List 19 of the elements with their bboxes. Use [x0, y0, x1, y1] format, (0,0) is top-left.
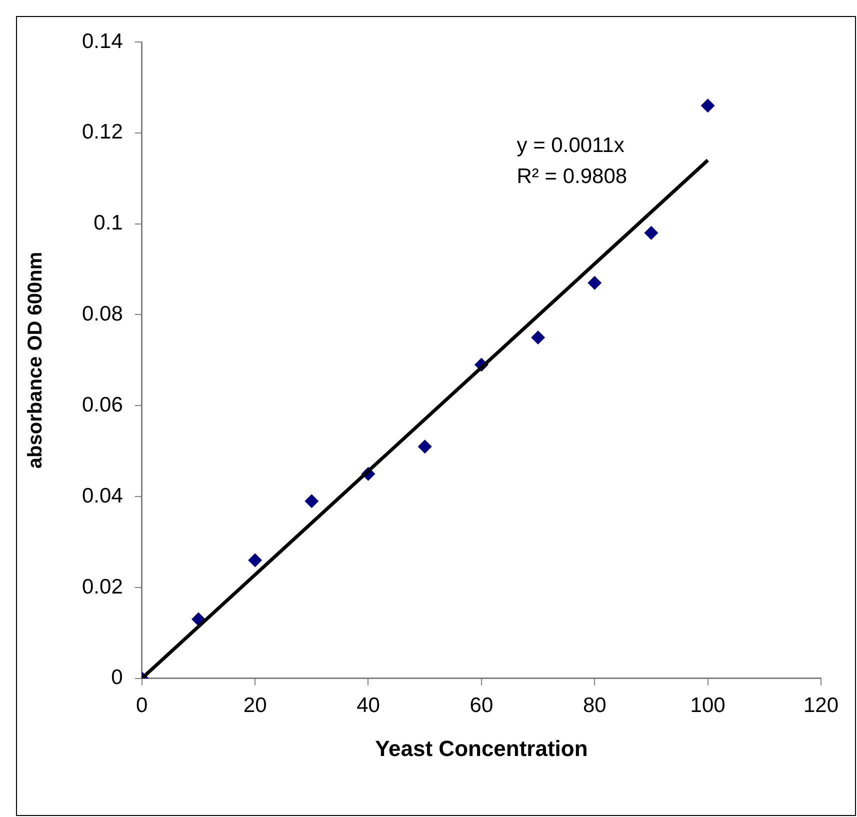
- y-axis-title: absorbance OD 600nm: [24, 252, 47, 469]
- y-tick-label: 0.08: [82, 302, 123, 326]
- x-tick-label: 60: [470, 694, 494, 717]
- x-tick-label: 0: [136, 694, 148, 717]
- y-tick-label: 0.04: [82, 484, 124, 508]
- x-tick-label: 120: [803, 694, 839, 717]
- y-tick-label: 0.12: [82, 120, 123, 144]
- y-tick-label: 0.1: [94, 212, 123, 235]
- y-tick-label: 0.02: [82, 575, 123, 598]
- annotation: R² = 0.9808: [516, 165, 628, 188]
- y-tick-label: 0.14: [82, 30, 124, 53]
- x-tick-label: 40: [356, 694, 380, 717]
- y-tick-label: 0: [111, 666, 123, 690]
- x-axis-title: Yeast Concentration: [375, 736, 588, 761]
- annotation: y = 0.0011x: [516, 134, 625, 157]
- y-tick-label: 0.06: [82, 393, 123, 416]
- x-tick-label: 80: [582, 694, 606, 717]
- x-tick-label: 20: [243, 694, 267, 717]
- x-tick-label: 100: [690, 694, 726, 717]
